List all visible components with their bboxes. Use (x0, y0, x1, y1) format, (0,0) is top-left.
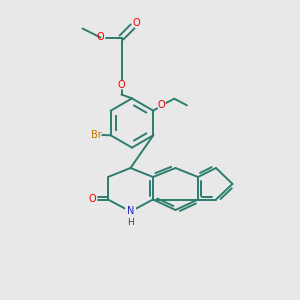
Text: H: H (127, 218, 134, 227)
Text: Br: Br (91, 130, 102, 140)
Text: O: O (88, 194, 96, 205)
Text: O: O (97, 32, 104, 43)
Text: O: O (133, 17, 140, 28)
Text: O: O (158, 100, 166, 110)
Text: N: N (127, 206, 134, 217)
Text: O: O (118, 80, 125, 91)
